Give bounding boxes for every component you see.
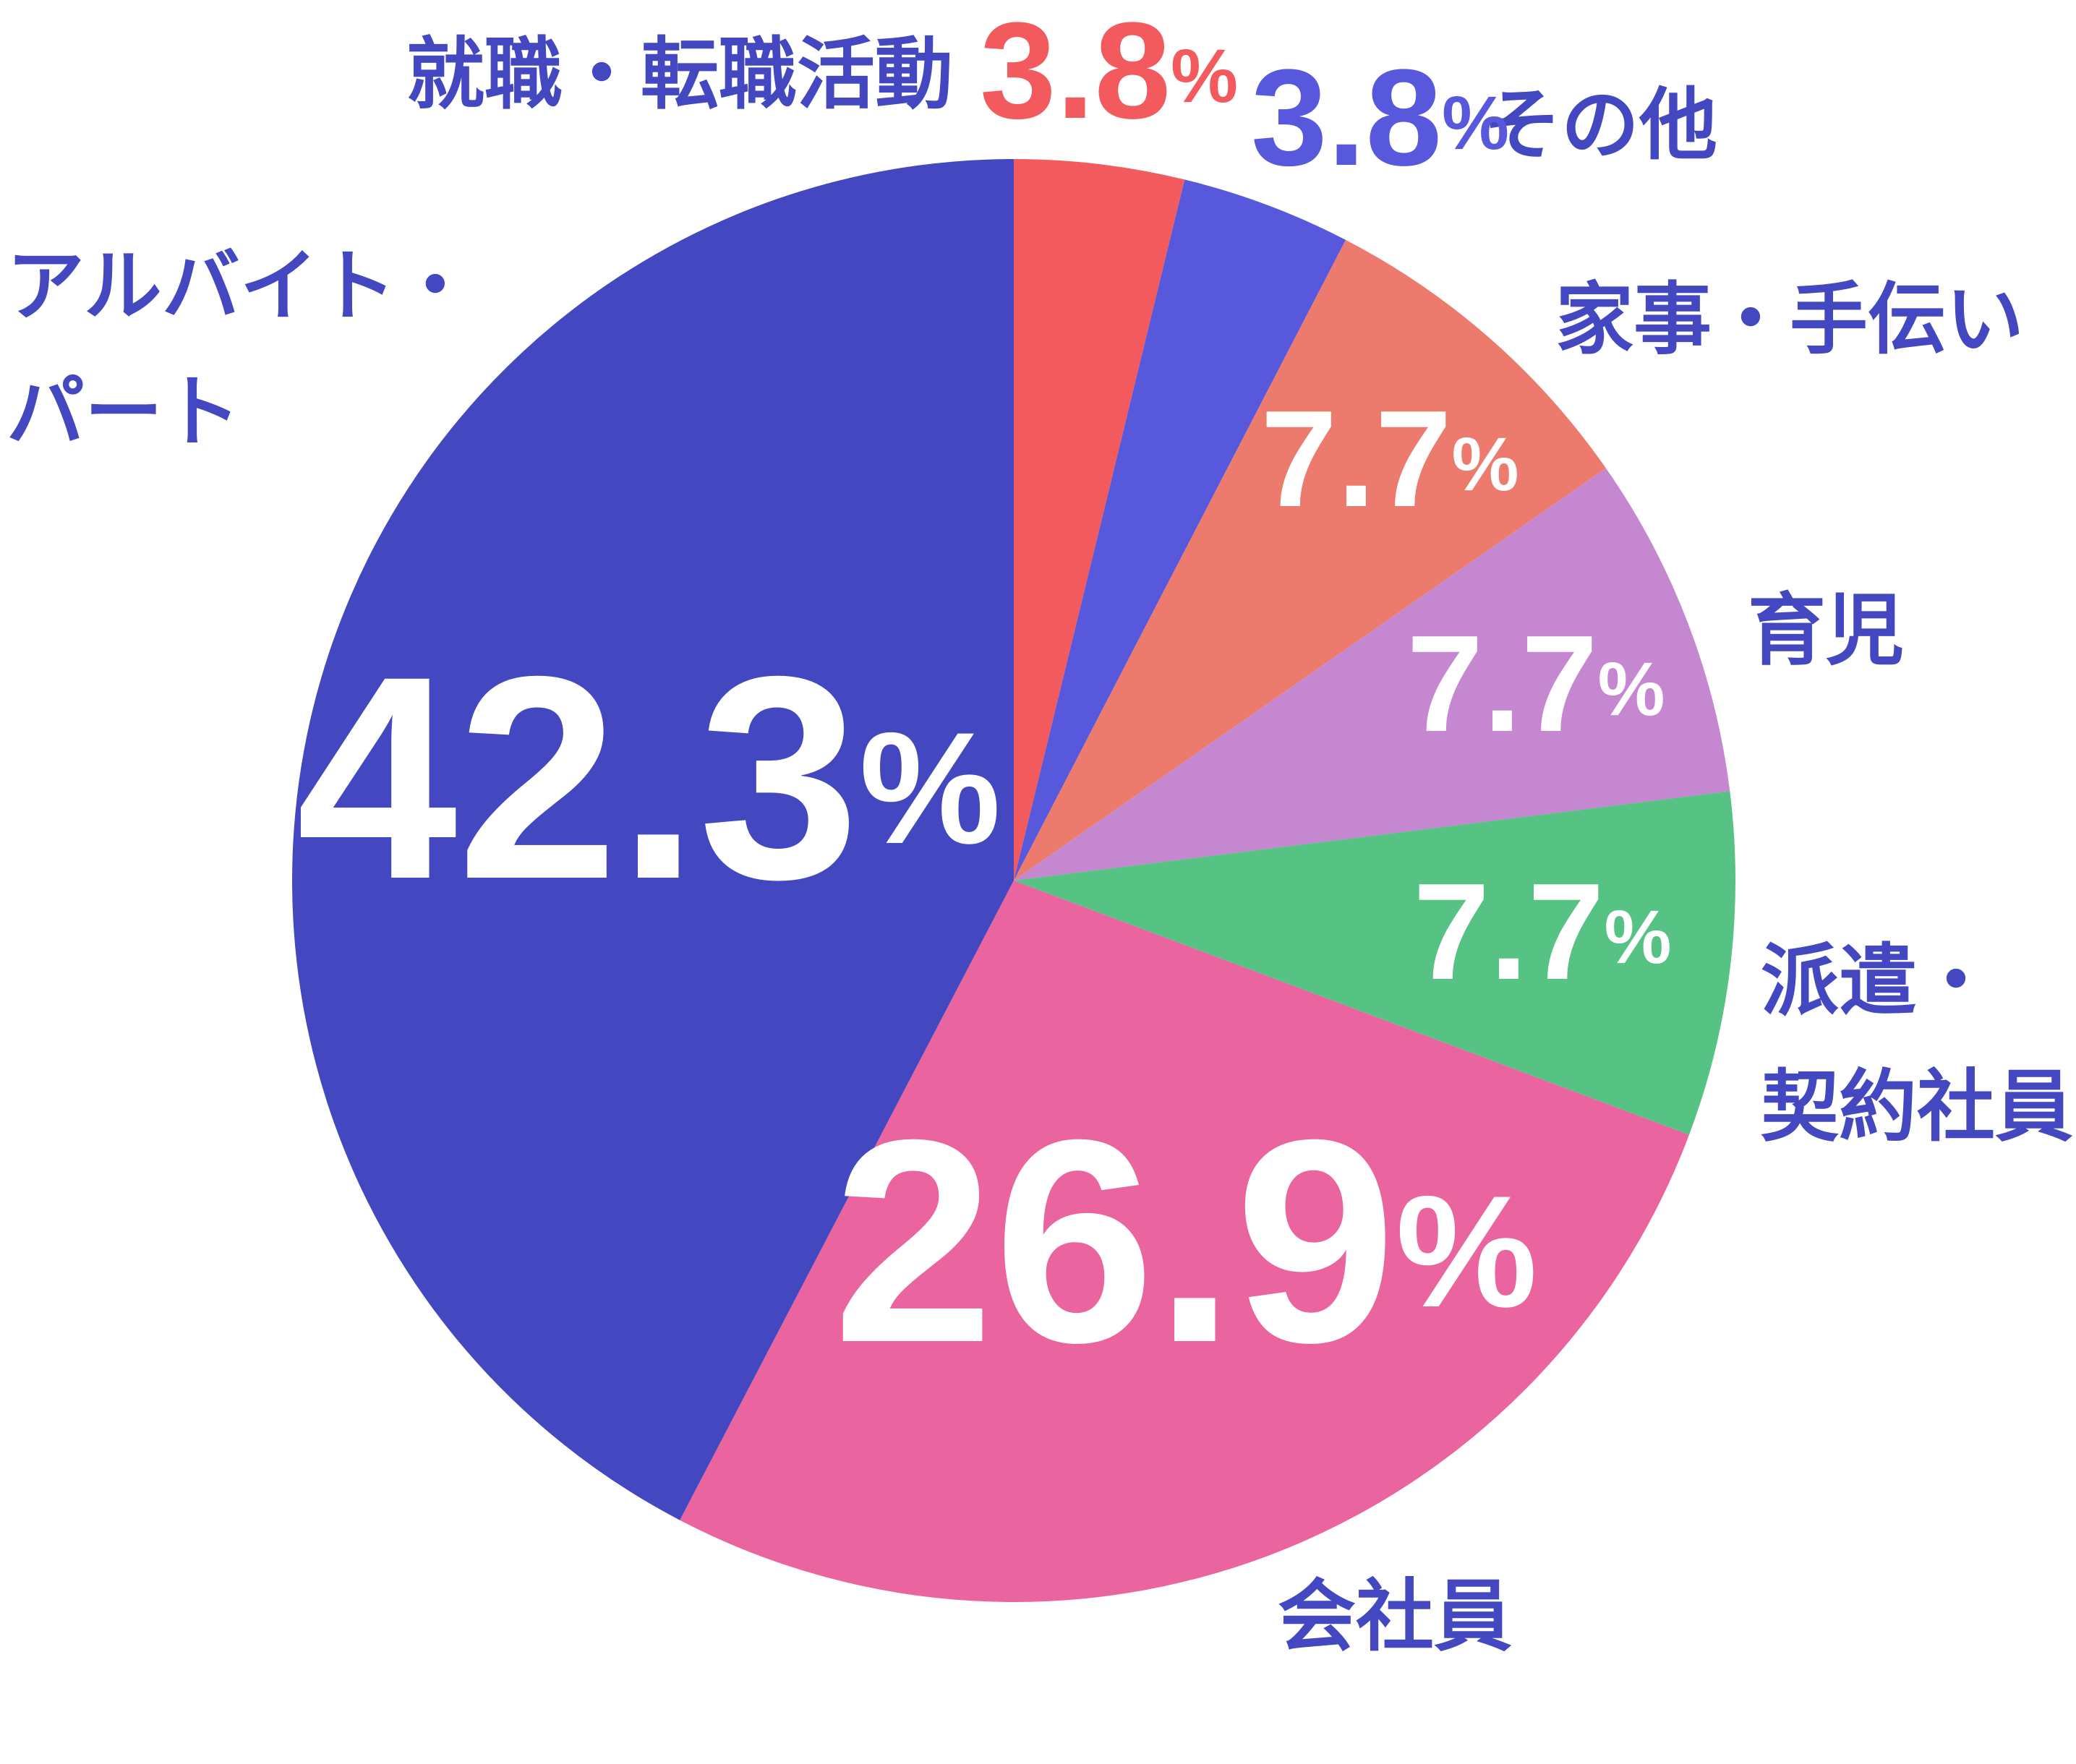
category-label-line: 契約社員 — [1761, 1062, 2073, 1152]
value-label: 7.7% — [1406, 607, 1665, 761]
category-label-line: 会社員 — [1278, 1572, 1512, 1662]
pie-slice — [1014, 468, 1730, 881]
pie-slice — [1014, 239, 1606, 881]
category-label: 育児 — [1748, 586, 1904, 676]
value-label: 7.7% — [1260, 382, 1518, 536]
category-label-line: パート — [7, 367, 241, 458]
category-label: 派遣・契約社員 — [1761, 936, 2073, 1152]
category-label-line: アルバイト・ — [7, 241, 474, 332]
value-number: 42.3 — [296, 616, 860, 939]
value-unit: % — [1396, 1163, 1537, 1340]
pie-slice — [1014, 179, 1346, 881]
category-label-line: 就職・転職活動 — [406, 30, 953, 120]
value-label: 26.9% — [833, 1079, 1537, 1403]
value-unit: % — [1452, 422, 1519, 507]
category-label: その他 — [1483, 80, 1717, 171]
value-unit: % — [859, 699, 1001, 877]
value-number: 7.7 — [1413, 855, 1604, 1009]
category-label-line: その他 — [1483, 80, 1717, 171]
value-label: 7.7% — [1413, 855, 1671, 1009]
value-number: 26.9 — [833, 1079, 1396, 1403]
value-unit: % — [1598, 647, 1665, 732]
category-label: 家事・手伝い — [1555, 275, 2024, 365]
category-label-line: 派遣・ — [1761, 936, 1995, 1027]
value-unit: % — [1171, 34, 1238, 119]
value-label: 3.8% — [1251, 41, 1509, 194]
value-number: 7.7 — [1260, 382, 1451, 536]
value-number: 3.8 — [980, 0, 1171, 147]
value-unit: % — [1605, 895, 1672, 980]
value-number: 7.7 — [1406, 607, 1597, 761]
value-label: 42.3% — [296, 616, 1001, 939]
category-label: 就職・転職活動 — [406, 30, 953, 120]
pie-slice — [1014, 159, 1185, 881]
category-label-line: 家事・手伝い — [1555, 275, 2024, 365]
category-label: 会社員 — [1278, 1572, 1512, 1662]
category-label-line: 育児 — [1748, 586, 1904, 676]
value-unit: % — [1442, 81, 1509, 166]
pie-slice — [680, 881, 1689, 1602]
value-number: 3.8 — [1251, 41, 1442, 194]
pie-slice — [291, 159, 1014, 1520]
value-label: 3.8% — [980, 0, 1238, 147]
pie-slice — [1014, 791, 1735, 1135]
category-label: アルバイト・パート — [7, 241, 474, 458]
